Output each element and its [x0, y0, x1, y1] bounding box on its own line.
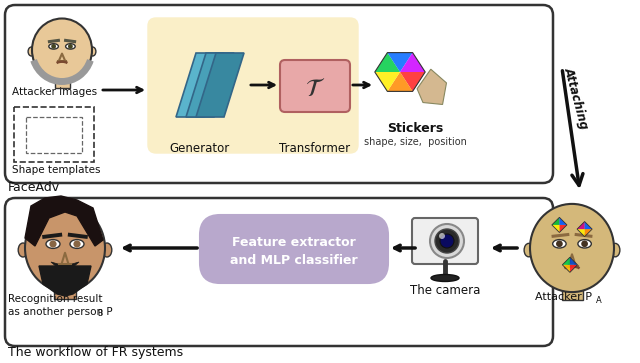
- Polygon shape: [570, 257, 577, 265]
- Polygon shape: [375, 72, 400, 91]
- Ellipse shape: [431, 274, 459, 281]
- Circle shape: [74, 240, 81, 248]
- Ellipse shape: [90, 47, 96, 56]
- Text: Attacker P: Attacker P: [535, 292, 592, 302]
- Polygon shape: [387, 72, 413, 91]
- Text: Stickers: Stickers: [387, 122, 443, 135]
- Circle shape: [435, 229, 459, 253]
- Polygon shape: [375, 53, 400, 72]
- Polygon shape: [39, 266, 91, 296]
- Polygon shape: [552, 225, 559, 232]
- Polygon shape: [552, 217, 559, 225]
- Text: Generator: Generator: [170, 142, 230, 155]
- Ellipse shape: [102, 243, 112, 257]
- Ellipse shape: [70, 240, 84, 248]
- Ellipse shape: [611, 243, 620, 257]
- FancyBboxPatch shape: [200, 215, 388, 283]
- Text: B: B: [97, 309, 102, 318]
- Circle shape: [439, 233, 445, 239]
- Text: The workflow of FR systems: The workflow of FR systems: [8, 346, 183, 359]
- Circle shape: [440, 234, 454, 248]
- FancyBboxPatch shape: [5, 5, 553, 183]
- Polygon shape: [577, 229, 584, 237]
- Ellipse shape: [28, 47, 35, 56]
- Text: Attacker images: Attacker images: [12, 87, 97, 97]
- Ellipse shape: [578, 240, 591, 248]
- FancyBboxPatch shape: [5, 198, 553, 346]
- Text: Attaching: Attaching: [561, 66, 591, 131]
- Polygon shape: [25, 196, 103, 246]
- Polygon shape: [400, 72, 425, 91]
- Text: $\mathcal{T}$: $\mathcal{T}$: [305, 77, 325, 101]
- Polygon shape: [559, 225, 567, 232]
- Circle shape: [581, 240, 588, 247]
- Text: as another person P: as another person P: [8, 307, 113, 317]
- Text: Shape templates: Shape templates: [12, 165, 100, 175]
- FancyBboxPatch shape: [412, 218, 478, 264]
- Polygon shape: [563, 257, 570, 265]
- Ellipse shape: [524, 243, 533, 257]
- Circle shape: [68, 44, 73, 49]
- Ellipse shape: [530, 204, 614, 292]
- Text: FaceAdv: FaceAdv: [8, 181, 60, 194]
- Text: shape, size,  position: shape, size, position: [364, 137, 467, 147]
- Text: Recognition result: Recognition result: [8, 294, 102, 304]
- Polygon shape: [400, 53, 425, 72]
- FancyBboxPatch shape: [54, 73, 70, 87]
- Ellipse shape: [49, 44, 58, 49]
- Polygon shape: [196, 53, 244, 117]
- Polygon shape: [417, 69, 447, 105]
- Ellipse shape: [66, 44, 76, 49]
- Ellipse shape: [46, 240, 60, 248]
- Text: Feature extractor
and MLP classifier: Feature extractor and MLP classifier: [230, 237, 358, 268]
- Ellipse shape: [32, 19, 92, 82]
- Ellipse shape: [18, 243, 28, 257]
- FancyBboxPatch shape: [561, 281, 582, 300]
- Circle shape: [49, 240, 56, 248]
- Polygon shape: [577, 221, 584, 229]
- Circle shape: [51, 44, 56, 49]
- Text: The camera: The camera: [410, 284, 480, 297]
- FancyBboxPatch shape: [54, 279, 76, 299]
- Polygon shape: [51, 262, 79, 268]
- Polygon shape: [559, 217, 567, 225]
- FancyBboxPatch shape: [26, 117, 82, 153]
- FancyBboxPatch shape: [14, 107, 94, 162]
- Polygon shape: [186, 53, 234, 117]
- Polygon shape: [176, 53, 224, 117]
- FancyBboxPatch shape: [280, 60, 350, 112]
- Text: A: A: [596, 296, 602, 305]
- Polygon shape: [584, 229, 592, 237]
- Ellipse shape: [25, 205, 105, 291]
- Text: Transformer: Transformer: [280, 142, 351, 155]
- Polygon shape: [570, 265, 577, 272]
- Circle shape: [556, 240, 563, 247]
- FancyBboxPatch shape: [148, 18, 358, 153]
- Ellipse shape: [553, 240, 566, 248]
- Polygon shape: [584, 221, 592, 229]
- Polygon shape: [563, 265, 570, 272]
- Polygon shape: [387, 53, 413, 72]
- Circle shape: [430, 224, 464, 258]
